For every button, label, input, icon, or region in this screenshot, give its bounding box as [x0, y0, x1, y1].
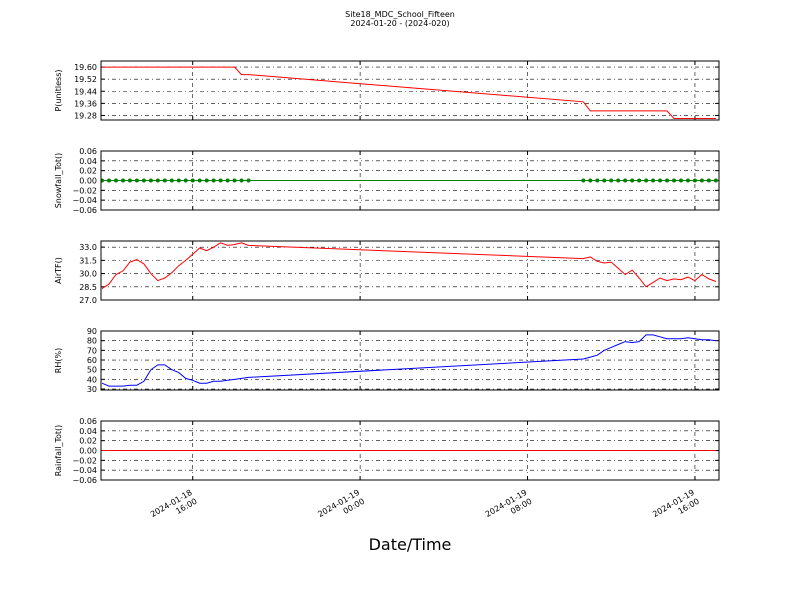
data-point: [581, 178, 586, 183]
x-axis-label: Date/Time: [369, 535, 452, 554]
chart-title: Site18_MDC_School_Fifteen: [345, 10, 455, 19]
y-tick-label: 0.02: [79, 167, 97, 176]
y-tick-label: 28.5: [79, 283, 97, 292]
y-tick-label: −0.06: [72, 206, 97, 215]
plot-area: [102, 66, 716, 119]
y-axis-label: Rainfall_Tot(): [54, 425, 63, 477]
x-tick-label: 2024-01-1908:00: [484, 488, 534, 528]
y-tick-label: 0.04: [79, 157, 97, 166]
data-line: [102, 66, 716, 119]
data-point: [197, 178, 202, 183]
plot-frame: [100, 240, 720, 301]
y-tick-label: −0.04: [72, 196, 97, 205]
data-point: [211, 178, 216, 183]
plot-area: [101, 242, 717, 290]
data-point: [107, 178, 112, 183]
y-axis-label: RH(%): [54, 348, 63, 373]
plot-frame: [100, 150, 720, 211]
data-point: [190, 178, 195, 183]
x-tick-label: 2024-01-1916:00: [651, 488, 701, 528]
data-point: [176, 178, 181, 183]
y-tick-label: 50: [87, 366, 97, 375]
data-point: [162, 178, 167, 183]
data-point: [113, 178, 118, 183]
data-point: [616, 178, 621, 183]
data-point: [204, 178, 209, 183]
plot-area: [101, 334, 716, 387]
data-point: [239, 178, 244, 183]
data-point: [134, 178, 139, 183]
y-tick-label: 0.06: [79, 417, 97, 426]
y-tick-label: 0.06: [79, 147, 97, 156]
plot-area: [101, 178, 718, 183]
y-tick-label: 0.02: [79, 437, 97, 446]
y-tick-label: 70: [87, 346, 97, 355]
data-point: [658, 178, 663, 183]
y-tick-label: 80: [87, 337, 97, 346]
plot-frame: [100, 330, 720, 391]
data-point: [713, 178, 718, 183]
y-tick-label: 19.36: [74, 99, 97, 108]
data-point: [141, 178, 146, 183]
y-axis-label: AirTF(): [54, 257, 63, 284]
data-point: [148, 178, 153, 183]
plot-frame: [100, 420, 720, 481]
y-tick-label: −0.06: [72, 476, 97, 485]
y-tick-label: 30.0: [79, 270, 97, 279]
data-point: [685, 178, 690, 183]
data-point: [169, 178, 174, 183]
data-point: [651, 178, 656, 183]
y-tick-label: 19.60: [74, 63, 97, 72]
y-tick-label: 30: [87, 385, 97, 394]
data-point: [706, 178, 711, 183]
data-point: [678, 178, 683, 183]
data-point: [127, 178, 132, 183]
data-point: [101, 178, 105, 183]
data-point: [609, 178, 614, 183]
data-line: [101, 334, 716, 387]
data-point: [120, 178, 125, 183]
y-tick-label: 19.28: [74, 111, 97, 120]
data-point: [232, 178, 237, 183]
y-axis-label: P(unitless): [54, 69, 63, 111]
data-point: [225, 178, 230, 183]
data-point: [246, 178, 251, 183]
y-tick-label: −0.02: [72, 186, 97, 195]
data-point: [155, 178, 160, 183]
y-tick-label: 33.0: [79, 243, 97, 252]
x-tick-label: 2024-01-1900:00: [316, 488, 366, 528]
data-line: [101, 242, 717, 290]
chart-subtitle: 2024-01-20 - (2024-020): [350, 19, 449, 28]
data-point: [692, 178, 697, 183]
y-tick-label: 19.44: [74, 87, 97, 96]
data-point: [630, 178, 635, 183]
y-tick-label: 40: [87, 375, 97, 384]
y-tick-label: 60: [87, 356, 97, 365]
data-point: [602, 178, 607, 183]
data-point: [665, 178, 670, 183]
y-axis-label: Snowfall_Tot(): [54, 153, 63, 209]
y-tick-label: 31.5: [79, 256, 97, 265]
y-tick-label: −0.02: [72, 456, 97, 465]
data-point: [218, 178, 223, 183]
y-tick-label: −0.04: [72, 466, 97, 475]
data-point: [183, 178, 188, 183]
y-tick-label: 0.00: [79, 447, 97, 456]
x-tick-label: 2024-01-1816:00: [149, 488, 199, 528]
data-point: [637, 178, 642, 183]
data-point: [623, 178, 628, 183]
y-tick-label: 27.0: [79, 296, 97, 305]
data-point: [672, 178, 677, 183]
plot-frame: [100, 60, 720, 121]
data-point: [588, 178, 593, 183]
y-tick-label: 0.00: [79, 177, 97, 186]
y-tick-label: 90: [87, 327, 97, 336]
y-tick-label: 0.04: [79, 427, 97, 436]
data-point: [699, 178, 704, 183]
y-tick-label: 19.52: [74, 75, 97, 84]
data-point: [644, 178, 649, 183]
data-point: [595, 178, 600, 183]
